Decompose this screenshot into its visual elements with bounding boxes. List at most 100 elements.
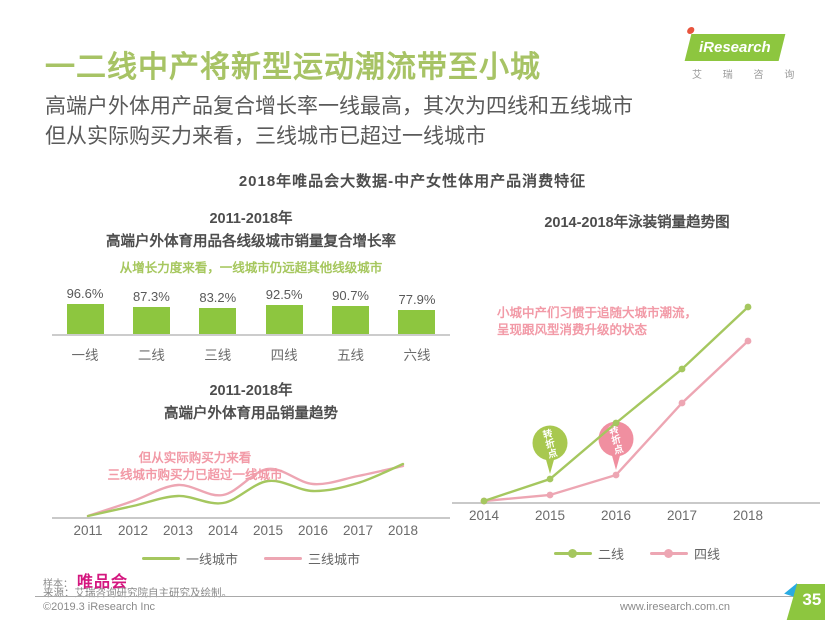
- page-subtitle: 高端户外体用产品复合增长率一线最高，其次为四线和五线城市 但从实际购买力来看，三…: [45, 92, 805, 152]
- bar-column: 90.7%: [326, 288, 376, 334]
- x-tick-label: 2018: [388, 523, 418, 538]
- right-column: 2014-2018年泳装销量趋势图 小城中产们习惯于追随大城市潮流， 呈现跟风型…: [452, 212, 822, 563]
- legend-marker-dot: [664, 549, 673, 558]
- bar: [199, 308, 237, 334]
- vipshop-brand: 唯品会: [77, 574, 129, 591]
- footer-copyright: ©2019.3 iResearch Inc: [43, 601, 156, 613]
- iresearch-logo-mark: iResearch: [684, 27, 786, 61]
- data-point-marker: [612, 471, 620, 479]
- left-column: 2011-2018年 高端户外体育用品各线级城市销量复合增长率 从增长力度来看，…: [52, 208, 450, 568]
- outdoor-chart-legend: 一线城市 三线城市: [52, 549, 450, 568]
- data-point-marker: [546, 491, 554, 499]
- bar-category-label: 四线: [270, 348, 298, 363]
- swimwear-annotation-line-1: 小城中产们习惯于追随大城市潮流，: [497, 306, 698, 320]
- data-point-marker: [678, 365, 686, 373]
- turning-point-badge: 转折点: [532, 425, 568, 474]
- x-tick-label: 2017: [343, 523, 373, 538]
- data-point-marker: [744, 337, 752, 345]
- bar-value-label: 87.3%: [132, 288, 170, 304]
- iresearch-logo: iResearch 艾 瑞 咨 询: [684, 27, 798, 81]
- footer-source-note: 来源：艾瑞咨询研究院自主研究及绘制。: [43, 587, 232, 599]
- bar-chart-title-text: 高端户外体育用品各线级城市销量复合增长率: [106, 234, 396, 250]
- x-tick-label: 2018: [733, 508, 763, 523]
- bar-value-label: 96.6%: [66, 286, 104, 302]
- bar-value-label: 92.5%: [265, 287, 303, 303]
- outdoor-chart-annotation: 但从实际购买力来看 三线城市购买力已超过一线城市: [70, 450, 320, 484]
- swimwear-chart-title: 2014-2018年泳装销量趋势图: [544, 215, 730, 231]
- swimwear-chart-legend: 二线 四线: [452, 544, 822, 563]
- x-tick-label: 2013: [163, 523, 193, 538]
- bar: [132, 306, 170, 334]
- footer-divider: [35, 596, 825, 597]
- bar-chart-annotation: 从增长力度来看，一线城市仍远超其他线级城市: [119, 261, 383, 275]
- subtitle-line-2: 但从实际购买力来看，三线城市已超过一线城市: [45, 125, 486, 148]
- logo-dot-icon: [686, 27, 696, 34]
- x-tick-label: 2016: [601, 508, 631, 523]
- legend-line-swatch: [553, 549, 592, 558]
- line-series-一线城市: [86, 462, 405, 518]
- bar: [332, 305, 370, 334]
- bar-chart-title-years: 2011-2018年: [209, 211, 293, 227]
- bar-category-label: 五线: [337, 348, 365, 363]
- bar-column: 83.2%: [193, 290, 243, 334]
- legend-item: 四线: [650, 544, 720, 563]
- outdoor-chart-title: 2011-2018年 高端户外体育用品销量趋势: [52, 380, 450, 426]
- bar-value-label: 77.9%: [398, 291, 436, 307]
- legend-marker-dot: [567, 549, 577, 558]
- bar-column: 87.3%: [126, 289, 176, 334]
- turning-point-badge: 转折点: [598, 421, 634, 470]
- bar-category-label: 二线: [137, 348, 165, 363]
- bar-chart-title: 2011-2018年 高端户外体育用品各线级城市销量复合增长率: [52, 208, 450, 254]
- bar-value-label: 83.2%: [199, 290, 237, 306]
- bar-category-label: 六线: [403, 348, 431, 363]
- bar: [66, 304, 104, 334]
- legend-line-swatch: [264, 557, 302, 560]
- data-point-marker: [678, 399, 686, 407]
- bar: [398, 309, 436, 334]
- x-tick-label: 2015: [253, 523, 283, 538]
- logo-brand-text: iResearch: [699, 39, 771, 56]
- data-point-marker: [612, 419, 620, 427]
- data-point-marker: [546, 475, 554, 483]
- data-point-marker: [744, 303, 752, 311]
- legend-item: 一线城市: [141, 549, 238, 568]
- turning-point-badge-label: 转折点: [542, 427, 559, 460]
- x-tick-label: 2012: [118, 523, 148, 538]
- footer-sample: 样本： 唯品会: [43, 568, 128, 592]
- line-series-三线城市: [86, 464, 405, 518]
- bar-category-label: 一线: [71, 348, 99, 363]
- legend-line-swatch: [650, 549, 688, 558]
- subtitle-line-1: 高端户外体用产品复合增长率一线最高，其次为四线和五线城市: [45, 95, 633, 118]
- footer-website-link[interactable]: www.iresearch.com.cn: [619, 601, 730, 613]
- sample-label: 样本：: [43, 579, 73, 590]
- outdoor-line-chart-svg: 2011 2012 2013 2014 2015 2016 2017 2018: [52, 462, 450, 538]
- x-tick-label: 2016: [298, 523, 328, 538]
- bar-chart-axis: [52, 334, 450, 336]
- bar-column: 96.6%: [60, 286, 110, 334]
- swimwear-annotation-line-2: 呈现跟风型消费升级的状态: [497, 323, 648, 337]
- swimwear-chart-annotation: 小城中产们习惯于追随大城市潮流， 呈现跟风型消费升级的状态: [497, 305, 727, 339]
- swimwear-chart-canvas: 小城中产们习惯于追随大城市潮流， 呈现跟风型消费升级的状态 2014 2015 20…: [452, 237, 822, 542]
- outdoor-line-chart-block: 2011-2018年 高端户外体育用品销量趋势 但从实际购买力来看 三线城市购买…: [52, 380, 450, 568]
- bar: [265, 305, 303, 334]
- bar-chart-bars: 96.6% 87.3% 83.2% 92.5% 90.7% 77.9%: [52, 282, 450, 334]
- bar-column: 77.9%: [392, 292, 442, 334]
- x-tick-label: 2011: [73, 523, 102, 538]
- x-tick-label: 2015: [535, 508, 565, 523]
- outdoor-chart-title-years: 2011-2018年: [209, 383, 293, 399]
- section-heading: 2018年唯品会大数据-中产女性体用产品消费特征: [238, 173, 587, 190]
- page-title: 一二线中产将新型运动潮流带至小城: [45, 51, 541, 84]
- legend-line-swatch: [141, 557, 180, 560]
- outdoor-annotation-line-2: 三线城市购买力已超过一线城市: [107, 468, 283, 482]
- bar-column: 92.5%: [259, 287, 309, 334]
- data-point-marker: [480, 497, 488, 505]
- bar-category-label: 三线: [204, 348, 232, 363]
- outdoor-annotation-line-1: 但从实际购买力来看: [138, 451, 252, 465]
- bar-chart-categories: 一线 二线 三线 四线 五线 六线: [52, 344, 450, 364]
- legend-item: 二线: [553, 544, 624, 563]
- outdoor-chart-title-text: 高端户外体育用品销量趋势: [164, 406, 338, 422]
- legend-label: 四线: [694, 547, 721, 562]
- legend-label: 一线城市: [185, 552, 238, 567]
- bar-value-label: 90.7%: [332, 287, 369, 303]
